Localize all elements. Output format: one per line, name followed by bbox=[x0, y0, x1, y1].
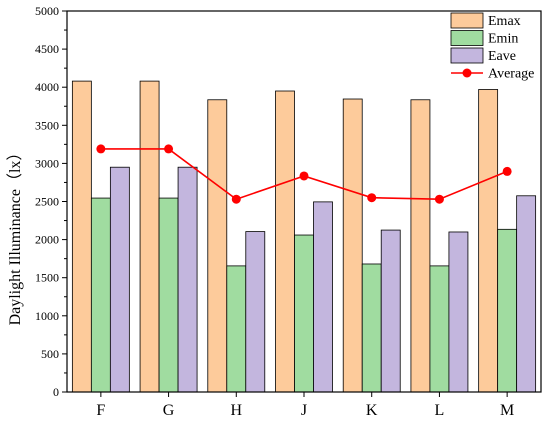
bar-emin-k bbox=[361, 263, 382, 393]
bar-eave-j bbox=[313, 201, 333, 393]
bar-emin-g bbox=[158, 197, 179, 393]
point-average-m bbox=[502, 166, 512, 176]
legend: Emax Emin Eave Average bbox=[450, 12, 534, 82]
x-tick-label-k: K bbox=[366, 402, 378, 419]
point-average-l bbox=[434, 194, 444, 204]
legend-marker-average bbox=[462, 68, 472, 78]
bar-emin-j bbox=[294, 234, 314, 393]
bar-emin-l bbox=[429, 265, 450, 393]
bar-emax-l bbox=[410, 99, 431, 393]
y-tick-label: 3000 bbox=[35, 156, 59, 170]
y-axis-title: Daylight Illuminance（lx） bbox=[6, 145, 24, 326]
x-tick-label-f: F bbox=[96, 402, 105, 419]
bar-eave-h bbox=[245, 231, 266, 393]
y-tick-label: 2500 bbox=[35, 195, 59, 209]
y-tick-label: 500 bbox=[41, 347, 59, 361]
legend-swatch-emin bbox=[450, 30, 484, 46]
bar-eave-g bbox=[177, 166, 198, 393]
point-average-f bbox=[96, 144, 106, 154]
average-line-layer bbox=[96, 144, 512, 204]
bar-emax-h bbox=[207, 99, 228, 393]
x-tick-label-g: G bbox=[163, 402, 175, 419]
bar-eave-k bbox=[380, 229, 401, 393]
bar-emax-k bbox=[342, 98, 363, 393]
y-tick-label: 4500 bbox=[35, 42, 59, 56]
legend-label-eave: Eave bbox=[488, 49, 516, 64]
y-tick-label: 4000 bbox=[35, 80, 59, 94]
bar-emin-h bbox=[226, 265, 247, 393]
bar-eave-f bbox=[109, 166, 130, 393]
y-tick-label: 2000 bbox=[35, 233, 59, 247]
bar-emax-j bbox=[275, 90, 295, 393]
point-average-k bbox=[367, 193, 377, 203]
legend-label-emax: Emax bbox=[488, 14, 521, 29]
y-tick-label: 3500 bbox=[35, 118, 59, 132]
legend-label-average: Average bbox=[488, 67, 534, 82]
point-average-g bbox=[164, 144, 174, 154]
bar-emax-f bbox=[71, 80, 92, 393]
bars-layer bbox=[71, 80, 537, 393]
x-tick-label-h: H bbox=[231, 402, 243, 419]
x-tick-label-m: M bbox=[500, 402, 514, 419]
x-tick-label-j: J bbox=[301, 402, 307, 419]
legend-label-emin: Emin bbox=[488, 32, 518, 47]
bar-eave-m bbox=[516, 195, 537, 393]
point-average-h bbox=[231, 194, 241, 204]
axes-layer: 0 500 1000 1500 2000 2500 3000 3500 4000 4500 5000… bbox=[35, 4, 542, 419]
legend-swatch-eave bbox=[450, 47, 484, 64]
point-average-j bbox=[299, 171, 309, 181]
bar-emin-m bbox=[497, 228, 518, 393]
legend-swatch-emax bbox=[450, 12, 484, 29]
bar-emax-g bbox=[139, 80, 160, 393]
y-tick-label: 1500 bbox=[35, 271, 59, 285]
y-tick-label: 0 bbox=[53, 385, 59, 399]
bar-emax-m bbox=[478, 89, 499, 393]
y-tick-label: 5000 bbox=[35, 4, 59, 18]
y-tick-label: 1000 bbox=[35, 309, 59, 323]
bar-emin-f bbox=[90, 197, 111, 393]
x-tick-label-l: L bbox=[435, 402, 445, 419]
bar-eave-l bbox=[448, 231, 469, 393]
